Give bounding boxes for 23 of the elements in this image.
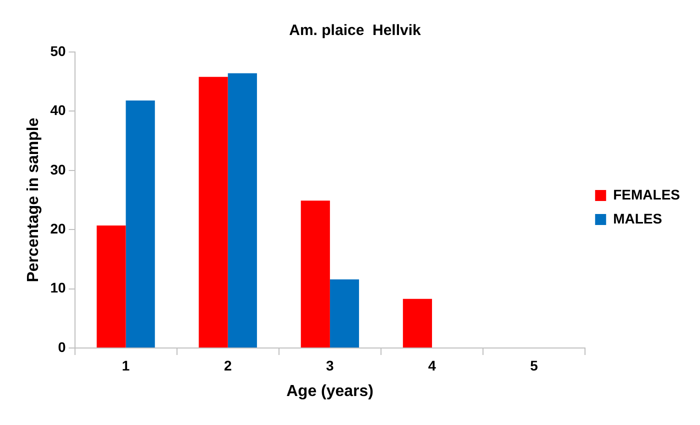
y-tick-label: 20 xyxy=(50,220,66,236)
y-tick-label: 40 xyxy=(50,102,66,118)
bar xyxy=(96,225,126,348)
y-tick-label: 30 xyxy=(50,161,66,178)
bar xyxy=(402,298,432,348)
x-tick-label: 3 xyxy=(326,357,334,374)
x-tick-label: 4 xyxy=(428,357,436,374)
chart-title: Am. plaice Hellvik xyxy=(289,22,422,40)
legend-label: FEMALES xyxy=(613,186,680,202)
bar xyxy=(126,100,155,348)
bar xyxy=(228,73,257,348)
bar xyxy=(300,200,330,348)
y-tick-label: 0 xyxy=(58,338,66,355)
x-tick-label: 5 xyxy=(530,357,538,374)
y-tick-label: 10 xyxy=(50,280,66,296)
x-axis-title: Age (years) xyxy=(286,382,374,400)
x-tick-label: 2 xyxy=(224,357,232,374)
legend-label: MALES xyxy=(613,210,662,226)
y-axis-title: Percentage in sample xyxy=(25,118,42,282)
y-tick-label: 50 xyxy=(50,42,66,59)
x-tick-label: 1 xyxy=(122,357,130,374)
bar xyxy=(198,76,228,348)
bar xyxy=(330,279,360,348)
